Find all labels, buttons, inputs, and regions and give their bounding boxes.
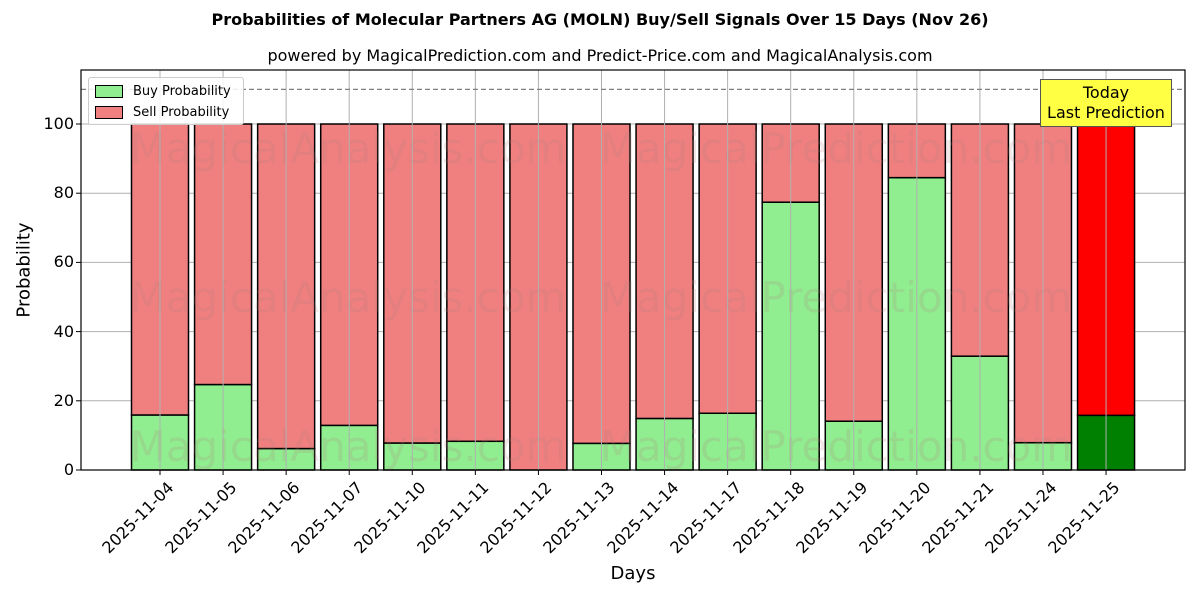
watermarks: MagicalAnalysis.com MagicalPrediction.com… xyxy=(130,124,1073,471)
svg-text:MagicalAnalysis.com: MagicalAnalysis.com xyxy=(130,422,567,471)
legend-item-buy: Buy Probability xyxy=(95,83,231,99)
x-axis-label: Days xyxy=(610,563,656,584)
vertical-grid xyxy=(159,70,1107,470)
legend-buy-label: Buy Probability xyxy=(133,83,231,99)
y-tick-label: 20 xyxy=(53,390,74,410)
chart-subtitle: powered by MagicalPrediction.com and Pre… xyxy=(267,46,933,65)
legend: Buy Probability Sell Probability xyxy=(88,77,244,125)
svg-text:MagicalPrediction.com: MagicalPrediction.com xyxy=(600,124,1073,173)
buy-swatch xyxy=(95,84,123,98)
y-tick-label: 40 xyxy=(53,321,74,341)
today-annotation: Today Last Prediction xyxy=(1040,79,1172,127)
y-tick-label: 100 xyxy=(43,114,74,133)
sell-swatch xyxy=(95,105,123,119)
legend-item-sell: Sell Probability xyxy=(95,104,229,120)
annotation-line2: Last Prediction xyxy=(1047,103,1165,122)
legend-sell-label: Sell Probability xyxy=(133,104,230,120)
svg-text:MagicalPrediction.com: MagicalPrediction.com xyxy=(600,273,1073,322)
svg-text:MagicalAnalysis.com: MagicalAnalysis.com xyxy=(130,273,567,322)
y-tick-label: 60 xyxy=(53,252,74,272)
y-tick-label: 0 xyxy=(63,460,74,479)
svg-text:MagicalAnalysis.com: MagicalAnalysis.com xyxy=(130,124,567,173)
plot-frame xyxy=(80,69,1186,471)
annotation-line1: Today xyxy=(1082,83,1130,102)
svg-text:MagicalPrediction.com: MagicalPrediction.com xyxy=(600,422,1073,471)
chart-title: Probabilities of Molecular Partners AG (… xyxy=(211,10,989,29)
y-tick-label: 80 xyxy=(53,183,74,203)
